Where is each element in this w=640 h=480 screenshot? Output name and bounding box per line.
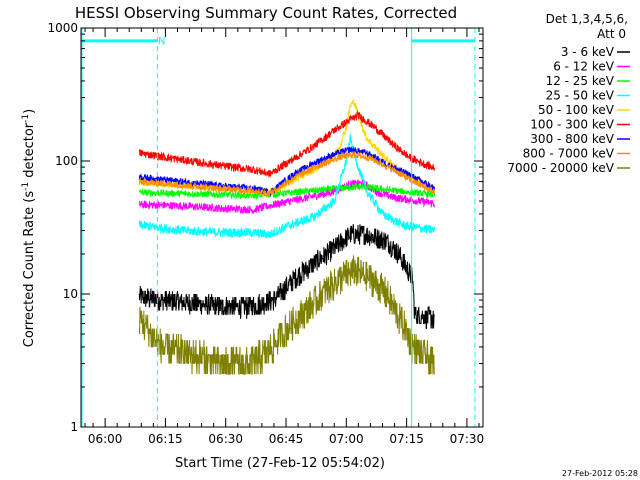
series-line [138,151,435,198]
legend-header-line1: Det 1,3,4,5,6, [546,12,628,26]
series-line [138,110,435,178]
legend-entry-label: 12 - 25 keV [546,74,615,88]
legend-entry-label: 7000 - 20000 keV [507,161,614,175]
chart-title: HESSI Observing Summary Count Rates, Cor… [75,4,457,22]
night-label: N [158,36,165,47]
legend-entry-label: 6 - 12 keV [553,60,615,74]
legend-entry-label: 3 - 6 keV [561,45,615,59]
series-line [138,133,435,239]
legend-header-line2: Att 0 [597,27,626,41]
series-line [138,178,435,215]
series-line [138,255,435,375]
x-axis: 06:00 06:15 06:30 06:45 07:00 07:15 07:30 [84,28,485,446]
legend-entry-label: 50 - 100 keV [538,103,615,117]
x-axis-label: Start Time (27-Feb-12 05:54:02) [175,456,385,471]
legend-entry-label: 300 - 800 keV [530,132,614,146]
legend-entry-label: 100 - 300 keV [530,118,614,132]
series-line [138,182,435,201]
timestamp: 27-Feb-2012 05:28 [562,469,638,478]
x-tick-label: 06:30 [208,432,243,446]
series-layer [138,99,435,375]
x-tick-label: 06:15 [148,432,183,446]
y-axis-label: Corrected Count Rate (s-1 detector-1) [21,109,37,347]
plot-frame [80,27,484,428]
x-tick-label: 07:30 [450,432,485,446]
x-tick-label: 06:00 [88,432,123,446]
series-line [138,224,435,329]
markers-layer [81,28,476,427]
y-tick-label: 1000 [47,21,78,35]
y-tick-label: 1 [70,420,78,434]
x-tick-label: 07:15 [389,432,424,446]
x-tick-label: 07:00 [329,432,364,446]
y-tick-label: 100 [55,154,78,168]
y-axis: 1 10 100 1000 [47,21,483,434]
y-tick-label: 10 [63,287,78,301]
legend-entry-label: 25 - 50 keV [546,89,615,103]
x-tick-label: 06:45 [269,432,304,446]
legend-entry-label: 800 - 7000 keV [523,147,615,161]
